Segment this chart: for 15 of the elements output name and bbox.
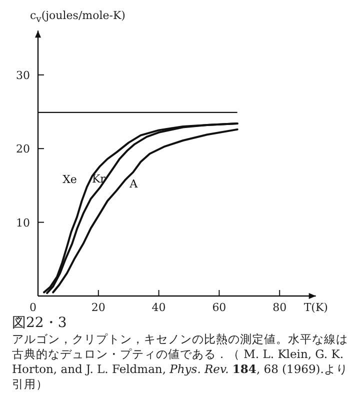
series-label: A: [128, 178, 139, 191]
series-label: Kr: [92, 172, 106, 186]
y-tick-label: 30: [16, 68, 30, 82]
y-tick-label: 10: [16, 216, 30, 230]
x-tick-label: 40: [152, 301, 166, 314]
y-axis-title: c$_{v}$(joules/mole-K): [30, 8, 126, 25]
series-label: Xe: [62, 172, 77, 186]
x-axis-title: T(K): [304, 301, 328, 314]
y-tick-label: 20: [16, 142, 30, 156]
text: アルゴン，クリプトン，キセノンの比熱の測定値。水平な線は古典的なデュロン・プティの値である．（ M. L. Klein, G. K. Horton, and J. L. Feldman, Phys. Rev. 184, 68 (1969).より引用）: [12, 332, 348, 391]
x-tick-label: 80: [272, 301, 287, 314]
text: 図22・3: [12, 315, 68, 331]
x-tick-label: 0: [30, 301, 36, 314]
x-tick-label: 20: [91, 301, 106, 314]
x-tick-label: 60: [212, 301, 226, 314]
